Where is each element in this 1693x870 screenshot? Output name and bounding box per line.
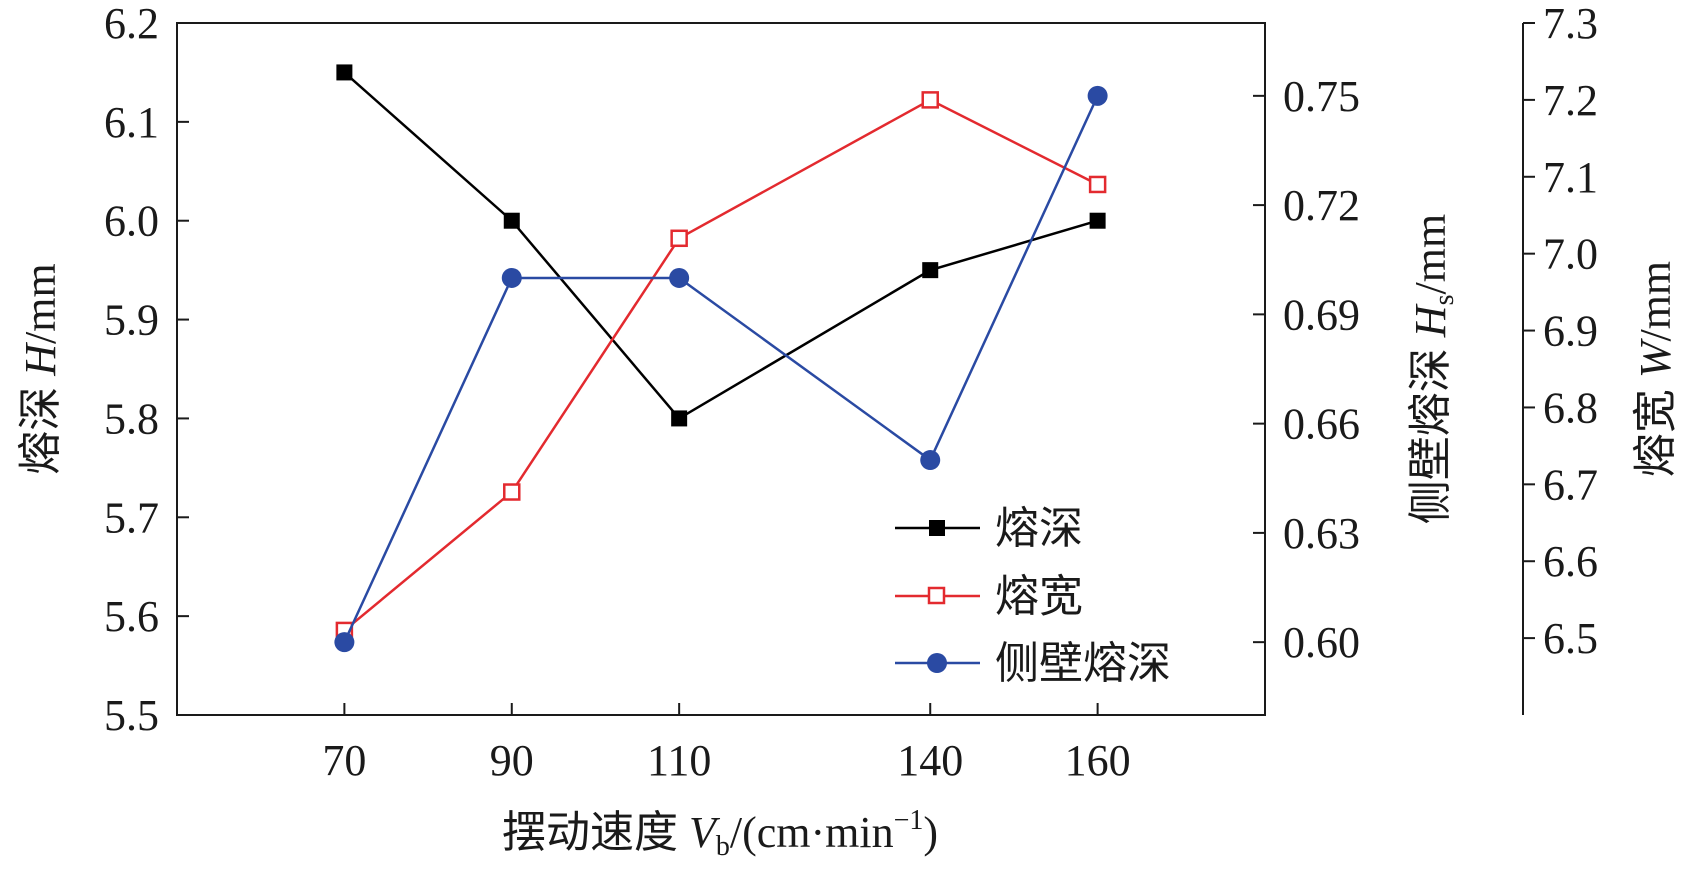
legend-item-sidewall: 侧壁熔深: [895, 639, 1171, 688]
y-right1-tick-label-5: 0.75: [1283, 72, 1360, 121]
y-right2-tick-label-2: 6.7: [1543, 460, 1598, 509]
point-depth-0: [336, 64, 353, 81]
series-depth: [336, 64, 1106, 427]
y-right2-tick-label-7: 7.2: [1543, 76, 1598, 125]
point-width-4: [1088, 175, 1107, 194]
series-layer: [334, 64, 1108, 653]
right-axis-1-ticks: 0.60 0.63 0.66 0.69 0.72 0.75: [1253, 72, 1360, 667]
point-sidewall-4: [1087, 85, 1108, 106]
y-right1-tick-label-3: 0.69: [1283, 290, 1360, 339]
y-left-tick-label-6: 6.1: [104, 98, 159, 147]
legend-label-depth: 熔深: [995, 504, 1083, 553]
left-axis-ticks: 5.5 5.6 5.7 5.8 5.9 6.0 6.1 6.2: [104, 0, 189, 740]
y-left-tick-label-0: 5.5: [104, 691, 159, 740]
y-left-tick-label-5: 6.0: [104, 197, 159, 246]
y-left-tick-label-2: 5.7: [104, 493, 159, 542]
y-left-axis-title: 熔深 H/mm: [16, 263, 65, 474]
legend-marker-width: [927, 586, 946, 605]
series-line-depth: [343, 71, 1098, 421]
y-right1-tick-label-1: 0.63: [1283, 509, 1360, 558]
legend-item-depth: 熔深: [895, 504, 1083, 553]
point-width-3: [921, 91, 939, 109]
y-right1-tick-label-2: 0.66: [1283, 400, 1360, 449]
point-width-2: [670, 229, 688, 248]
y-right2-tick-label-4: 6.9: [1543, 307, 1598, 356]
point-depth-4: [1089, 212, 1106, 229]
right-axis-2-ticks: 6.5 6.6 6.7 6.8 6.9 7.0 7.1 7.2 7.3: [1523, 0, 1598, 663]
legend-item-width: 熔宽: [895, 572, 1083, 621]
y-left-tick-label-3: 5.8: [104, 394, 159, 443]
legend-label-width: 熔宽: [995, 572, 1083, 621]
series-width: [335, 91, 1107, 640]
y-right-1-axis-title: 侧壁熔深 Hs/mm: [1406, 214, 1460, 524]
legend-marker-depth: [929, 520, 945, 536]
legend-label-sidewall: 侧壁熔深: [995, 639, 1171, 688]
x-axis-title: 摆动速度 Vb/(cm·min−1): [502, 805, 938, 862]
x-tick-label-4: 160: [1065, 736, 1131, 785]
x-tick-label-3: 140: [897, 736, 963, 785]
point-sidewall-0: [334, 632, 355, 653]
point-width-1: [503, 483, 521, 501]
y-right2-tick-label-5: 7.0: [1543, 230, 1598, 279]
y-right2-tick-label-0: 6.5: [1543, 614, 1598, 663]
plot-frame: [176, 22, 1266, 716]
point-depth-1: [503, 212, 520, 229]
y-left-tick-label-1: 5.6: [104, 592, 159, 641]
y-right1-tick-label-0: 0.60: [1283, 618, 1360, 667]
y-left-tick-label-4: 5.9: [104, 296, 159, 345]
y-right2-tick-label-1: 6.6: [1543, 537, 1598, 586]
point-depth-2: [671, 410, 688, 427]
y-left-tick-label-7: 6.2: [104, 0, 159, 48]
x-tick-label-1: 90: [490, 736, 534, 785]
y-right2-tick-label-3: 6.8: [1543, 383, 1598, 432]
series-line-sidewall: [343, 95, 1099, 643]
series-sidewall: [334, 85, 1108, 653]
point-depth-3: [922, 262, 939, 279]
point-sidewall-2: [669, 267, 690, 288]
point-sidewall-1: [501, 267, 522, 288]
y-right2-tick-label-8: 7.3: [1543, 0, 1598, 48]
y-right2-tick-label-6: 7.1: [1543, 153, 1598, 202]
y-right-2-axis-title: 熔宽 W/mm: [1631, 261, 1680, 477]
x-tick-label-2: 110: [647, 736, 711, 785]
legend-marker-sidewall: [927, 653, 947, 673]
y-right1-tick-label-4: 0.72: [1283, 181, 1360, 230]
x-axis-ticks: 70 90 110 140 160: [322, 703, 1131, 785]
point-sidewall-3: [920, 450, 941, 471]
legend: 熔深 熔宽 侧壁熔深: [895, 504, 1171, 688]
x-tick-label-0: 70: [322, 736, 366, 785]
series-line-width: [343, 98, 1099, 632]
